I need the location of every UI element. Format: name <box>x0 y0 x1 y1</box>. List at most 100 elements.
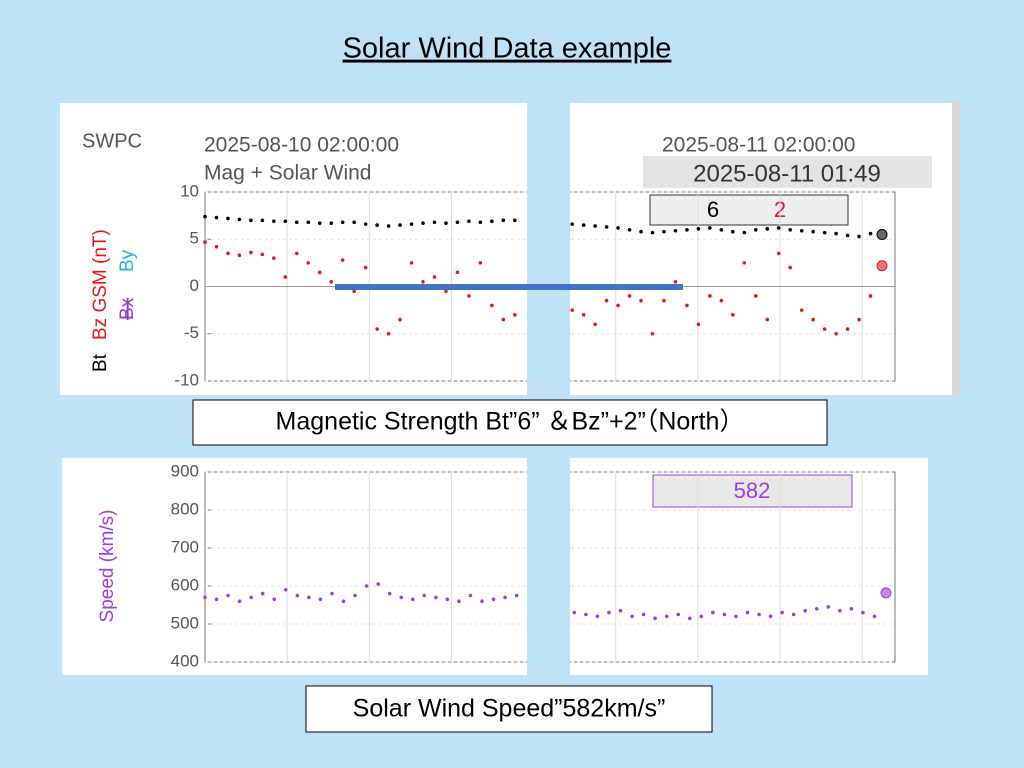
data-point <box>341 599 346 603</box>
data-point <box>468 593 473 598</box>
data-point <box>719 228 724 232</box>
data-point <box>826 605 831 609</box>
data-point <box>514 593 519 598</box>
end-time: 2025-08-11 02:00:00 <box>662 134 855 157</box>
caption-box <box>305 685 713 733</box>
y-tick-label: 0 <box>190 276 199 295</box>
y-label-bt: Bt <box>90 353 111 372</box>
data-point <box>272 219 276 224</box>
panel <box>60 103 957 395</box>
y-tick-label: 600 <box>171 575 199 594</box>
y-tick-label: 800 <box>171 499 199 518</box>
data-point <box>814 607 819 611</box>
data-point <box>272 256 276 260</box>
data-point <box>722 612 727 617</box>
data-point <box>834 331 838 336</box>
data-point <box>673 279 678 284</box>
data-point <box>776 226 781 230</box>
readout-box <box>652 474 853 508</box>
data-point <box>811 229 815 234</box>
data-point <box>685 228 689 232</box>
data-point <box>376 582 380 586</box>
data-point <box>329 221 334 225</box>
data-point <box>375 327 379 331</box>
data-point <box>260 252 265 257</box>
data-point <box>711 610 715 615</box>
data-point <box>664 614 669 619</box>
data-point <box>857 234 861 239</box>
data-point <box>226 251 230 256</box>
data-point <box>768 614 773 619</box>
data-point <box>630 614 634 619</box>
data-point <box>214 245 219 249</box>
data-point <box>803 608 808 613</box>
data-point <box>570 308 574 312</box>
data-point <box>445 597 450 602</box>
data-point <box>513 313 517 317</box>
data-point <box>834 231 838 236</box>
gap <box>527 100 570 396</box>
data-point <box>757 612 761 617</box>
data-point <box>868 294 873 298</box>
y-tick-label: 10 <box>180 181 199 200</box>
data-point <box>249 250 253 255</box>
data-point <box>444 221 448 225</box>
data-point <box>294 251 299 256</box>
time-box <box>643 156 932 188</box>
data-point <box>422 593 427 598</box>
data-point <box>650 230 655 235</box>
data-point <box>237 599 242 603</box>
data-point <box>765 317 770 322</box>
data-point <box>662 298 666 303</box>
data-point <box>607 610 611 615</box>
data-point <box>650 331 655 336</box>
data-point <box>570 222 574 226</box>
data-point <box>791 612 796 617</box>
data-point <box>719 298 724 303</box>
data-point <box>753 294 758 298</box>
data-point <box>501 218 506 223</box>
data-point <box>353 593 357 598</box>
data-point <box>455 220 460 225</box>
data-point <box>364 584 369 588</box>
data-point <box>618 608 623 613</box>
data-point <box>699 614 704 619</box>
data-point <box>503 595 507 600</box>
data-point <box>627 294 632 298</box>
data-point <box>742 261 747 265</box>
data-point <box>237 217 242 222</box>
latest-marker <box>876 260 888 272</box>
data-point <box>317 270 322 275</box>
latest-time: 2025-08-11 01:49 <box>693 160 881 187</box>
data-point <box>283 219 288 224</box>
data-point <box>872 614 877 619</box>
data-point <box>398 223 402 227</box>
plots: -10 -5 0 5 10 400 500 600 700 800 900 <box>171 100 896 677</box>
caption: Magnetic Strength Bt”6” ＆Bz”+2”（North） <box>276 408 745 436</box>
data-point <box>399 595 404 600</box>
data-point <box>857 317 861 322</box>
data-point <box>581 313 586 317</box>
data-point <box>295 593 300 598</box>
data-point <box>214 215 219 220</box>
source: SWPC <box>82 130 142 152</box>
y-tick-label: 500 <box>171 613 199 632</box>
data-point <box>639 298 643 303</box>
y-tick-label: 700 <box>171 537 199 556</box>
data-point <box>249 218 253 223</box>
data-point <box>283 275 288 279</box>
subtitle: Mag + Solar Wind <box>204 162 372 185</box>
data-point <box>432 220 437 225</box>
data-point <box>260 218 265 223</box>
y-tick-label: 400 <box>171 651 199 670</box>
data-point <box>329 279 334 284</box>
caption-box <box>192 399 828 446</box>
data-point <box>639 229 643 234</box>
readout-box <box>649 194 849 226</box>
data-point <box>708 226 712 230</box>
data-point <box>753 228 758 232</box>
data-point <box>203 214 207 219</box>
data-point <box>375 223 379 227</box>
data-point <box>306 220 311 225</box>
data-point <box>421 279 425 284</box>
